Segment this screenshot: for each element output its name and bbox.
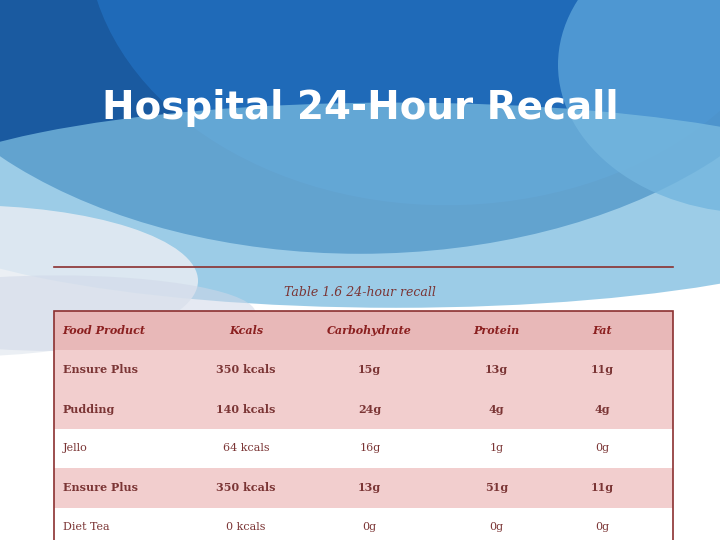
Text: Jello: Jello [63,443,87,454]
Text: 13g: 13g [485,364,508,375]
FancyBboxPatch shape [54,508,673,540]
Text: 350 kcals: 350 kcals [216,364,276,375]
Text: 0g: 0g [595,443,609,454]
Text: 0g: 0g [490,522,504,532]
Text: 350 kcals: 350 kcals [216,482,276,494]
Ellipse shape [0,103,720,308]
Text: 11g: 11g [590,482,613,494]
Text: 16g: 16g [359,443,380,454]
Text: 0g: 0g [595,522,609,532]
Text: 11g: 11g [590,364,613,375]
Text: 140 kcals: 140 kcals [216,403,276,415]
FancyBboxPatch shape [54,429,673,468]
Ellipse shape [0,0,720,254]
Text: Protein: Protein [474,325,520,336]
FancyBboxPatch shape [54,310,673,350]
Text: 4g: 4g [489,403,505,415]
Text: 13g: 13g [358,482,382,494]
Text: Pudding: Pudding [63,403,115,415]
Ellipse shape [0,205,198,356]
Text: Kcals: Kcals [229,325,263,336]
Text: Hospital 24-Hour Recall: Hospital 24-Hour Recall [102,89,618,127]
Text: 0g: 0g [363,522,377,532]
Text: Table 1.6 24-hour recall: Table 1.6 24-hour recall [284,286,436,299]
FancyBboxPatch shape [54,468,673,508]
FancyBboxPatch shape [54,389,673,429]
Text: 64 kcals: 64 kcals [222,443,269,454]
Text: 51g: 51g [485,482,508,494]
Ellipse shape [558,0,720,213]
Text: 24g: 24g [358,403,382,415]
Text: 1g: 1g [490,443,504,454]
Ellipse shape [0,275,256,351]
Ellipse shape [86,0,720,205]
Text: Diet Tea: Diet Tea [63,522,109,532]
Text: 4g: 4g [594,403,610,415]
Text: Food Product: Food Product [63,325,145,336]
Text: 15g: 15g [358,364,382,375]
Text: Ensure Plus: Ensure Plus [63,364,138,375]
Text: Ensure Plus: Ensure Plus [63,482,138,494]
Text: 0 kcals: 0 kcals [226,522,266,532]
Text: Carbohydrate: Carbohydrate [328,325,413,336]
Text: Fat: Fat [592,325,612,336]
FancyBboxPatch shape [54,350,673,389]
